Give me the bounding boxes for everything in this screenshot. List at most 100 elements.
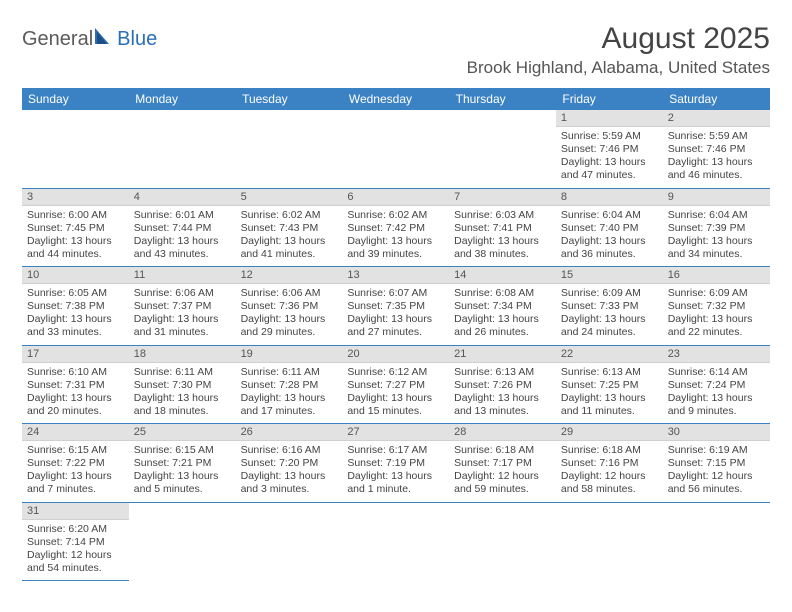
sunset-text: Sunset: 7:17 PM (454, 457, 551, 470)
sunset-text: Sunset: 7:37 PM (134, 300, 231, 313)
calendar-empty (449, 502, 556, 581)
sunset-text: Sunset: 7:34 PM (454, 300, 551, 313)
day-details: Sunrise: 6:07 AMSunset: 7:35 PMDaylight:… (342, 284, 449, 345)
sunset-text: Sunset: 7:16 PM (561, 457, 658, 470)
daylight-text: Daylight: 13 hours and 22 minutes. (668, 313, 765, 339)
title-block: August 2025 Brook Highland, Alabama, Uni… (467, 22, 770, 78)
day-details: Sunrise: 6:15 AMSunset: 7:21 PMDaylight:… (129, 441, 236, 502)
day-details: Sunrise: 6:06 AMSunset: 7:37 PMDaylight:… (129, 284, 236, 345)
sunrise-text: Sunrise: 6:09 AM (668, 287, 765, 300)
calendar-day: 27Sunrise: 6:17 AMSunset: 7:19 PMDayligh… (342, 424, 449, 503)
daylight-text: Daylight: 12 hours and 54 minutes. (27, 549, 124, 575)
calendar-empty (129, 502, 236, 581)
day-details: Sunrise: 5:59 AMSunset: 7:46 PMDaylight:… (556, 127, 663, 188)
sunset-text: Sunset: 7:30 PM (134, 379, 231, 392)
day-number: 3 (22, 189, 129, 206)
day-number: 16 (663, 267, 770, 284)
header: General Blue August 2025 Brook Highland,… (22, 22, 770, 78)
sunset-text: Sunset: 7:19 PM (347, 457, 444, 470)
calendar-day: 2Sunrise: 5:59 AMSunset: 7:46 PMDaylight… (663, 110, 770, 188)
daylight-text: Daylight: 13 hours and 46 minutes. (668, 156, 765, 182)
daylight-text: Daylight: 13 hours and 20 minutes. (27, 392, 124, 418)
sunrise-text: Sunrise: 6:08 AM (454, 287, 551, 300)
sunset-text: Sunset: 7:40 PM (561, 222, 658, 235)
day-number: 22 (556, 346, 663, 363)
sunset-text: Sunset: 7:28 PM (241, 379, 338, 392)
day-details: Sunrise: 5:59 AMSunset: 7:46 PMDaylight:… (663, 127, 770, 188)
calendar-empty (556, 502, 663, 581)
sunrise-text: Sunrise: 6:18 AM (454, 444, 551, 457)
calendar-day: 17Sunrise: 6:10 AMSunset: 7:31 PMDayligh… (22, 345, 129, 424)
daylight-text: Daylight: 13 hours and 7 minutes. (27, 470, 124, 496)
sunrise-text: Sunrise: 6:11 AM (134, 366, 231, 379)
daylight-text: Daylight: 12 hours and 59 minutes. (454, 470, 551, 496)
sunrise-text: Sunrise: 6:14 AM (668, 366, 765, 379)
sunrise-text: Sunrise: 6:19 AM (668, 444, 765, 457)
calendar-day: 4Sunrise: 6:01 AMSunset: 7:44 PMDaylight… (129, 188, 236, 267)
calendar-week: 3Sunrise: 6:00 AMSunset: 7:45 PMDaylight… (22, 188, 770, 267)
logo-text-blue: Blue (117, 28, 157, 51)
day-details: Sunrise: 6:13 AMSunset: 7:26 PMDaylight:… (449, 363, 556, 424)
calendar-day: 15Sunrise: 6:09 AMSunset: 7:33 PMDayligh… (556, 267, 663, 346)
day-number: 10 (22, 267, 129, 284)
calendar-day: 10Sunrise: 6:05 AMSunset: 7:38 PMDayligh… (22, 267, 129, 346)
sunrise-text: Sunrise: 6:15 AM (134, 444, 231, 457)
daylight-text: Daylight: 13 hours and 41 minutes. (241, 235, 338, 261)
calendar-week: 1Sunrise: 5:59 AMSunset: 7:46 PMDaylight… (22, 110, 770, 188)
calendar-day: 8Sunrise: 6:04 AMSunset: 7:40 PMDaylight… (556, 188, 663, 267)
daylight-text: Daylight: 13 hours and 33 minutes. (27, 313, 124, 339)
calendar-empty (663, 502, 770, 581)
sunset-text: Sunset: 7:41 PM (454, 222, 551, 235)
sunset-text: Sunset: 7:39 PM (668, 222, 765, 235)
day-details: Sunrise: 6:11 AMSunset: 7:28 PMDaylight:… (236, 363, 343, 424)
day-details: Sunrise: 6:13 AMSunset: 7:25 PMDaylight:… (556, 363, 663, 424)
day-number: 23 (663, 346, 770, 363)
sunset-text: Sunset: 7:42 PM (347, 222, 444, 235)
calendar-day: 21Sunrise: 6:13 AMSunset: 7:26 PMDayligh… (449, 345, 556, 424)
day-details: Sunrise: 6:08 AMSunset: 7:34 PMDaylight:… (449, 284, 556, 345)
daylight-text: Daylight: 13 hours and 34 minutes. (668, 235, 765, 261)
sunrise-text: Sunrise: 6:16 AM (241, 444, 338, 457)
day-number: 20 (342, 346, 449, 363)
day-details: Sunrise: 6:18 AMSunset: 7:17 PMDaylight:… (449, 441, 556, 502)
day-details: Sunrise: 6:01 AMSunset: 7:44 PMDaylight:… (129, 206, 236, 267)
calendar-day: 16Sunrise: 6:09 AMSunset: 7:32 PMDayligh… (663, 267, 770, 346)
daylight-text: Daylight: 13 hours and 27 minutes. (347, 313, 444, 339)
calendar-day: 31Sunrise: 6:20 AMSunset: 7:14 PMDayligh… (22, 502, 129, 581)
day-number: 4 (129, 189, 236, 206)
sunrise-text: Sunrise: 6:04 AM (668, 209, 765, 222)
calendar-day: 13Sunrise: 6:07 AMSunset: 7:35 PMDayligh… (342, 267, 449, 346)
day-number: 19 (236, 346, 343, 363)
calendar-empty (449, 110, 556, 188)
calendar-empty (342, 502, 449, 581)
day-number: 7 (449, 189, 556, 206)
sunset-text: Sunset: 7:46 PM (561, 143, 658, 156)
daylight-text: Daylight: 13 hours and 29 minutes. (241, 313, 338, 339)
day-details: Sunrise: 6:00 AMSunset: 7:45 PMDaylight:… (22, 206, 129, 267)
calendar-empty (236, 110, 343, 188)
calendar-day: 20Sunrise: 6:12 AMSunset: 7:27 PMDayligh… (342, 345, 449, 424)
sunrise-text: Sunrise: 6:00 AM (27, 209, 124, 222)
calendar-day: 29Sunrise: 6:18 AMSunset: 7:16 PMDayligh… (556, 424, 663, 503)
calendar-day: 18Sunrise: 6:11 AMSunset: 7:30 PMDayligh… (129, 345, 236, 424)
calendar-day: 22Sunrise: 6:13 AMSunset: 7:25 PMDayligh… (556, 345, 663, 424)
daylight-text: Daylight: 13 hours and 39 minutes. (347, 235, 444, 261)
sunset-text: Sunset: 7:35 PM (347, 300, 444, 313)
sunset-text: Sunset: 7:24 PM (668, 379, 765, 392)
calendar-day: 9 Sunrise: 6:04 AMSunset: 7:39 PMDaylight… (663, 188, 770, 267)
daylight-text: Daylight: 13 hours and 36 minutes. (561, 235, 658, 261)
calendar-header-row: SundayMondayTuesdayWednesdayThursdayFrid… (22, 88, 770, 110)
day-number: 8 (556, 189, 663, 206)
day-number: 26 (236, 424, 343, 441)
day-header: Wednesday (342, 88, 449, 110)
sunrise-text: Sunrise: 6:09 AM (561, 287, 658, 300)
day-details: Sunrise: 6:18 AMSunset: 7:16 PMDaylight:… (556, 441, 663, 502)
calendar-empty (236, 502, 343, 581)
sunrise-text: Sunrise: 6:06 AM (134, 287, 231, 300)
day-number: 2 (663, 110, 770, 127)
day-number: 9 (663, 189, 770, 206)
sunrise-text: Sunrise: 6:02 AM (347, 209, 444, 222)
day-number: 14 (449, 267, 556, 284)
sunset-text: Sunset: 7:33 PM (561, 300, 658, 313)
daylight-text: Daylight: 13 hours and 44 minutes. (27, 235, 124, 261)
